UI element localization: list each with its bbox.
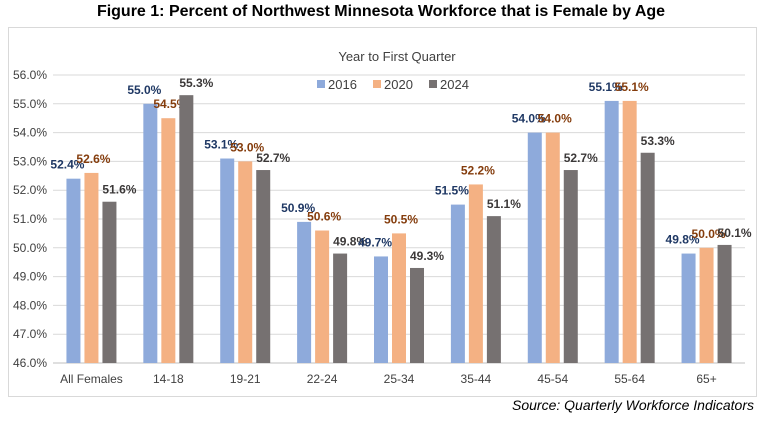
x-category-label: 55-64 [614, 372, 645, 386]
bar-2016 [604, 100, 619, 364]
data-label: 52.7% [564, 151, 598, 165]
data-label: 51.6% [102, 183, 136, 197]
data-label: 52.2% [461, 163, 495, 177]
x-category-label: 19-21 [230, 372, 261, 386]
y-tick-label: 47.0% [13, 327, 47, 341]
x-category-label: 22-24 [307, 372, 338, 386]
data-label: 51.1% [487, 197, 521, 211]
y-tick-label: 54.0% [13, 126, 47, 140]
data-label: 54.0% [512, 112, 546, 126]
legend-label-2020: 2020 [384, 77, 413, 92]
data-label: 52.4% [50, 158, 84, 172]
bar-2024 [640, 152, 655, 363]
x-category-label: 65+ [696, 372, 716, 386]
x-category-label: 25-34 [384, 372, 415, 386]
bar-2024 [333, 253, 348, 363]
data-label: 49.3% [410, 249, 444, 263]
bar-2020 [161, 118, 176, 363]
data-label: 53.0% [230, 140, 264, 154]
bar-2016 [143, 103, 158, 364]
bar-2020 [545, 132, 560, 363]
data-label: 52.6% [76, 152, 110, 166]
y-tick-label: 48.0% [13, 298, 47, 312]
y-tick-label: 51.0% [13, 212, 47, 226]
y-tick-label: 50.0% [13, 241, 47, 255]
bar-2020 [622, 100, 637, 364]
data-label: 55.0% [127, 83, 161, 97]
bar-2020 [468, 184, 483, 363]
data-label: 53.3% [641, 134, 675, 148]
data-label: 55.1% [589, 80, 623, 94]
bar-2016 [681, 253, 696, 363]
data-label: 50.0% [692, 227, 726, 241]
data-label: 55.1% [615, 80, 649, 94]
bar-2024 [410, 267, 424, 363]
bar-2016 [66, 178, 81, 363]
bar-2024 [256, 170, 271, 363]
x-category-label: 45-54 [537, 372, 568, 386]
bar-2016 [220, 158, 235, 363]
figure-title: Figure 1: Percent of Northwest Minnesota… [96, 3, 666, 20]
source-note: Source: Quarterly Workforce Indicators [512, 397, 754, 413]
data-label: 53.1% [204, 138, 238, 152]
bar-2024 [563, 170, 578, 363]
data-label: 54.0% [538, 112, 572, 126]
data-label: 49.8% [666, 233, 700, 247]
y-tick-label: 53.0% [13, 154, 47, 168]
bar-2016 [374, 256, 388, 363]
bar-2016 [450, 204, 465, 363]
x-category-label: All Females [60, 372, 123, 386]
bar-2020 [238, 161, 253, 363]
y-tick-label: 46.0% [13, 356, 47, 370]
bar-2024 [717, 244, 732, 363]
data-label: 52.7% [256, 151, 290, 165]
data-label: 51.5% [435, 184, 469, 198]
y-tick-label: 49.0% [13, 270, 47, 284]
chart-subtitle: Year to First Quarter [338, 49, 456, 64]
data-label: 55.3% [179, 76, 213, 90]
data-label: 50.1% [718, 226, 752, 240]
bar-2020 [392, 233, 406, 363]
data-label: 50.5% [384, 212, 418, 226]
bar-2024 [179, 95, 194, 363]
bar-2020 [84, 172, 99, 363]
bar-2016 [297, 221, 312, 363]
legend-label-2024: 2024 [440, 77, 469, 92]
bar-2024 [486, 216, 501, 363]
y-tick-label: 56.0% [13, 68, 47, 82]
data-label: 49.7% [358, 235, 392, 249]
y-tick-label: 52.0% [13, 183, 47, 197]
legend-swatch-2024 [429, 80, 437, 88]
bar-2020 [315, 230, 330, 363]
y-tick-label: 55.0% [13, 97, 47, 111]
data-label: 50.9% [281, 201, 315, 215]
data-label: 49.8% [333, 235, 367, 249]
bar-2016 [527, 132, 542, 363]
data-label: 50.6% [307, 210, 341, 224]
data-label: 54.5% [153, 97, 187, 111]
bar-2024 [102, 201, 117, 363]
x-category-label: 35-44 [461, 372, 492, 386]
bar-2020 [699, 247, 714, 363]
x-category-label: 14-18 [153, 372, 184, 386]
legend-label-2016: 2016 [328, 77, 357, 92]
legend-swatch-2016 [317, 80, 325, 88]
legend-swatch-2020 [373, 80, 381, 88]
